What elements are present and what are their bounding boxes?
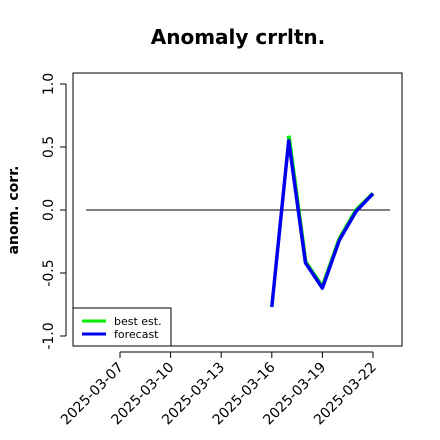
y-axis: -1.0 -0.5 0.0 0.5 1.0 (41, 73, 67, 350)
y-tick-label: 0.0 (41, 199, 57, 221)
y-tick-label: -1.0 (41, 322, 57, 349)
x-axis: 2025-03-072025-03-102025-03-132025-03-16… (58, 351, 380, 428)
y-tick-label: 1.0 (41, 73, 57, 95)
legend-box (72, 307, 172, 347)
y-tick-label: -0.5 (41, 259, 57, 286)
legend: best est. forecast (72, 307, 172, 347)
y-tick-label: 0.5 (41, 136, 57, 158)
y-axis-label: anom. corr. (6, 166, 22, 255)
legend-label-forecast: forecast (114, 328, 159, 341)
series-layer (270, 135, 375, 308)
chart-title: Anomaly crrltn. (151, 25, 325, 49)
series-line-forecast (270, 138, 375, 308)
plot-frame (72, 72, 403, 347)
legend-label-best-est: best est. (114, 315, 162, 328)
